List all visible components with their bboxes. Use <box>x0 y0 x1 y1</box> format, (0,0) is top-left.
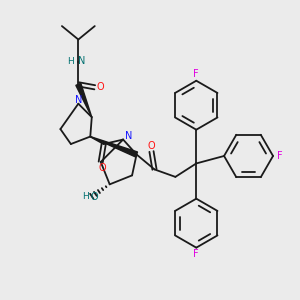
Text: O: O <box>148 141 155 151</box>
Polygon shape <box>76 83 92 117</box>
Text: O: O <box>91 192 99 202</box>
Text: N: N <box>75 95 82 105</box>
Text: F: F <box>194 69 199 79</box>
Text: O: O <box>97 82 104 92</box>
Text: F: F <box>194 249 199 259</box>
Text: F: F <box>277 151 282 161</box>
Text: H: H <box>68 57 74 66</box>
Polygon shape <box>90 136 137 157</box>
Text: O: O <box>98 163 106 173</box>
Text: N: N <box>124 131 132 141</box>
Text: H: H <box>82 192 88 201</box>
Text: N: N <box>78 56 85 66</box>
